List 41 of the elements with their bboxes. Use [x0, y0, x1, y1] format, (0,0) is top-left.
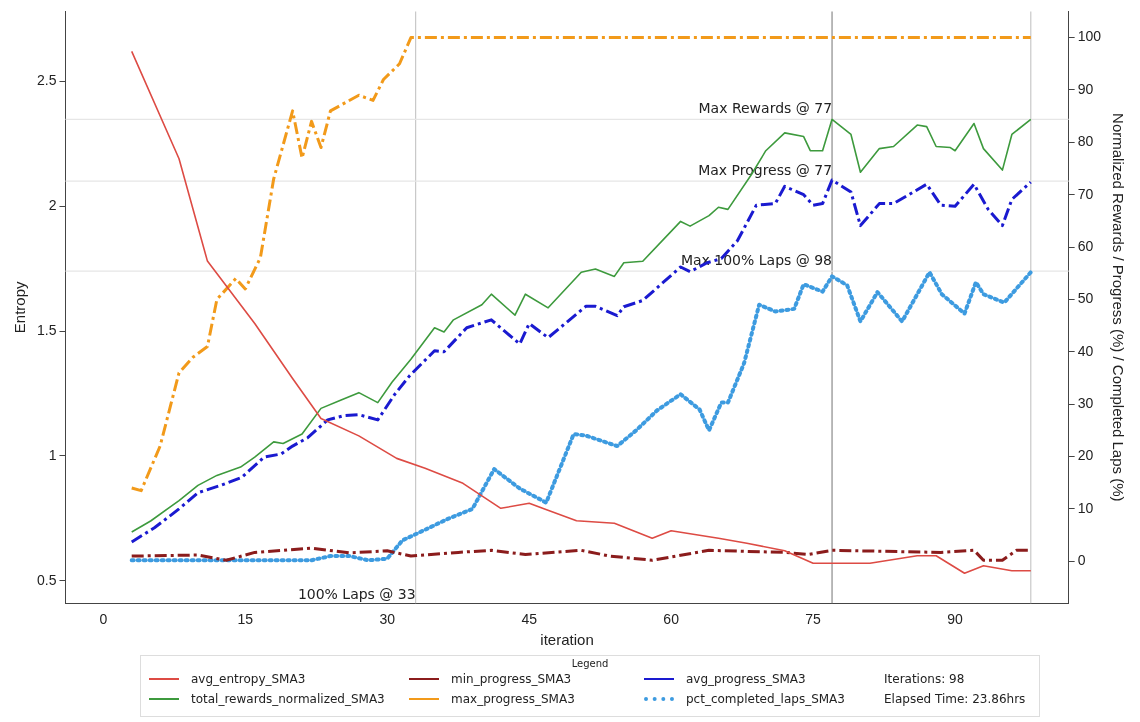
y-axis-title: Entropy: [11, 280, 29, 334]
ref-line-label: Max 100% Laps @ 98: [680, 251, 833, 268]
y2-tick-label: 70: [1077, 185, 1094, 202]
legend-label: avg_progress_SMA3: [686, 672, 806, 686]
x-tick-label: 0: [99, 611, 108, 628]
y2-tick-label: 80: [1077, 133, 1094, 150]
x-tick-label: 60: [663, 611, 680, 628]
x-tick-label: 15: [237, 611, 254, 628]
legend-title: Legend: [570, 658, 610, 669]
y2-tick-label: 10: [1077, 499, 1094, 516]
x-tick-label: 75: [805, 611, 822, 628]
line-series: [130, 178, 1033, 544]
x-tick-label: 30: [379, 611, 396, 628]
text: Iterations: 98: [884, 671, 966, 688]
y2-tick-label: 50: [1077, 290, 1094, 307]
legend-label: max_progress_SMA3: [451, 692, 575, 706]
ref-line-label: 100% Laps @ 33: [297, 585, 416, 602]
line-series: [130, 36, 1033, 493]
y-tick-label: 2: [48, 197, 57, 214]
x-tick-label: 90: [947, 611, 964, 628]
ref-line-label: Max Rewards @ 77: [698, 99, 833, 116]
text: Elapsed Time: 23.86hrs: [884, 691, 1027, 708]
y2-tick-label: 90: [1077, 80, 1094, 97]
x-axis-title: iteration: [540, 631, 594, 649]
y2-tick-label: 30: [1077, 395, 1094, 412]
y2-tick-label: 40: [1077, 342, 1094, 359]
x-tick-label: 45: [521, 611, 538, 628]
legend-label: total_rewards_normalized_SMA3: [191, 692, 385, 706]
y-tick-label: 1.5: [36, 321, 57, 338]
y2-tick-label: 0: [1077, 552, 1086, 569]
legend-label: avg_entropy_SMA3: [191, 672, 306, 686]
y2-tick-label: 20: [1077, 447, 1094, 464]
legend-label: min_progress_SMA3: [451, 672, 572, 686]
y-tick-label: 2.5: [36, 72, 57, 89]
y-tick-label: 1: [48, 446, 57, 463]
y-tick-label: 0.5: [36, 571, 57, 588]
legend-label: pct_completed_laps_SMA3: [686, 692, 845, 706]
y2-axis-title: Normalized Rewards / Progress (%) / Completed Laps (%): [1109, 113, 1127, 502]
line-series: [129, 270, 1033, 563]
y2-tick-label: 100: [1077, 28, 1102, 45]
y2-tick-label: 60: [1077, 237, 1094, 254]
